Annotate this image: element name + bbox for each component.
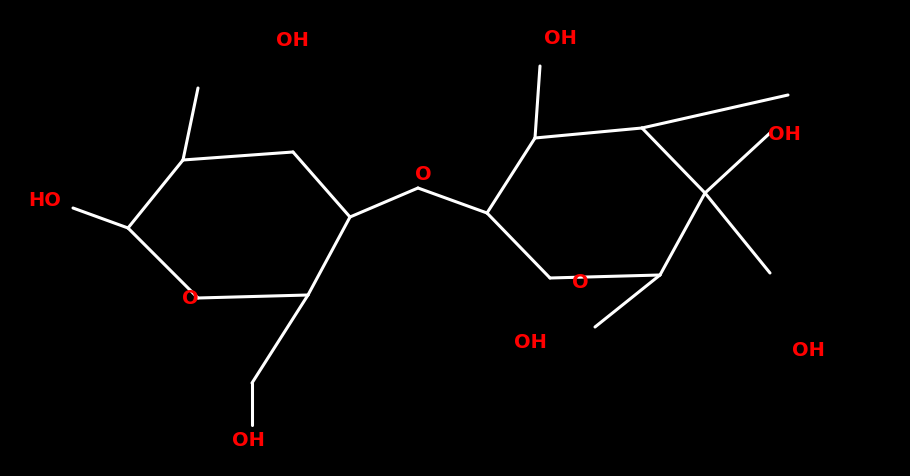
Text: O: O xyxy=(415,165,431,184)
Text: O: O xyxy=(571,274,588,292)
Text: OH: OH xyxy=(276,30,308,50)
Text: OH: OH xyxy=(513,334,546,353)
Text: HO: HO xyxy=(28,190,61,209)
Text: OH: OH xyxy=(543,29,576,48)
Text: OH: OH xyxy=(231,430,265,449)
Text: OH: OH xyxy=(768,126,801,145)
Text: OH: OH xyxy=(792,340,824,359)
Text: O: O xyxy=(182,288,198,307)
